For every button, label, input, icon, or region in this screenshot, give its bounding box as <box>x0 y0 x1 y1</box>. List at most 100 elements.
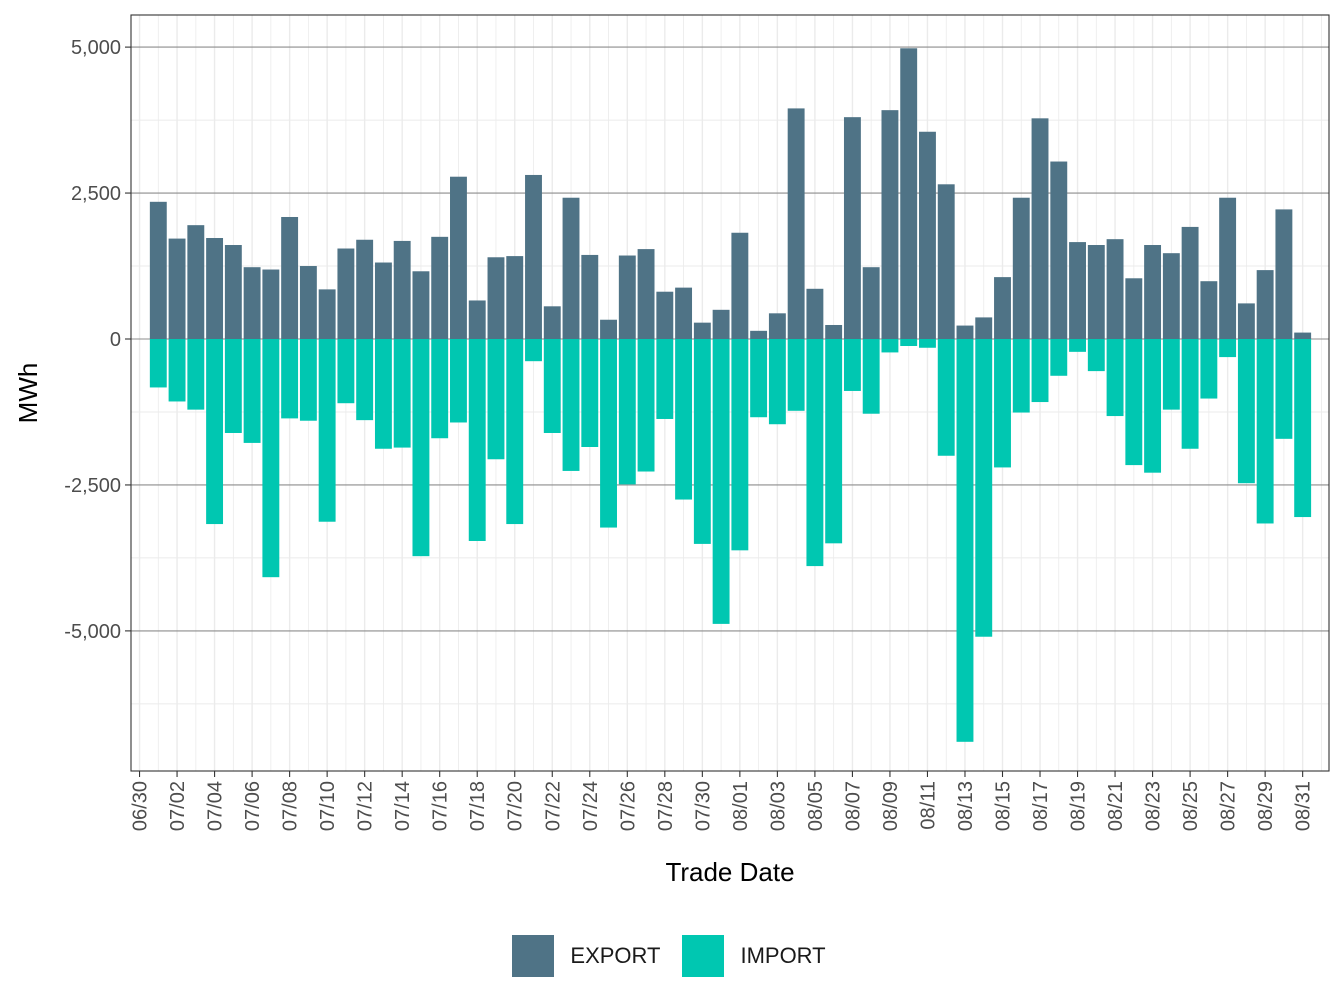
bar-import <box>900 339 918 347</box>
bar-import <box>1012 339 1030 413</box>
bar-import <box>525 339 542 362</box>
bar-import <box>337 339 355 404</box>
bar-export <box>1012 197 1030 339</box>
bar-import <box>862 339 880 414</box>
x-tick-label: 08/21 <box>1105 781 1127 831</box>
x-tick-label: 08/31 <box>1293 781 1315 831</box>
x-tick-label: 08/27 <box>1218 781 1240 831</box>
bar-import <box>487 339 505 460</box>
bar-export <box>243 267 261 339</box>
bar-export <box>1200 281 1218 339</box>
x-tick-label: 07/28 <box>655 781 677 831</box>
bar-import <box>1125 339 1143 466</box>
bar-export <box>693 322 711 339</box>
bar-import <box>149 339 167 388</box>
x-tick-label: 08/23 <box>1143 781 1165 831</box>
bar-import <box>450 339 467 423</box>
bar-import <box>618 339 636 485</box>
y-tick-label: -5,000 <box>64 621 121 643</box>
bar-import <box>206 339 224 525</box>
bar-import <box>562 339 580 471</box>
bar-export <box>1237 303 1255 339</box>
legend: EXPORT IMPORT <box>0 934 1344 978</box>
y-tick-label: 2,500 <box>71 183 121 205</box>
x-tick-label: 07/30 <box>692 781 714 831</box>
bar-export <box>318 289 336 339</box>
bar-export <box>281 216 299 339</box>
bar-import <box>1200 339 1218 399</box>
bar-export <box>337 248 355 339</box>
bar-export <box>450 176 467 339</box>
bar-export <box>262 269 280 339</box>
bar-import <box>1144 339 1162 473</box>
bar-import <box>299 339 317 421</box>
x-tick-label: 06/30 <box>130 781 152 831</box>
bar-import <box>637 339 655 472</box>
bar-import <box>431 339 449 439</box>
bar-export <box>1125 278 1143 339</box>
x-tick-label: 08/07 <box>842 781 864 831</box>
bar-export <box>187 225 205 339</box>
bar-export <box>562 197 580 339</box>
bar-export <box>356 239 374 339</box>
x-tick-label: 07/18 <box>467 781 489 831</box>
x-axis: 06/30 07/02 07/04 07/06 07/08 07/10 07/12 07/14… <box>130 771 1315 831</box>
bar-import <box>750 339 768 418</box>
x-tick-label: 08/19 <box>1068 781 1090 831</box>
bar-import <box>356 339 374 421</box>
x-tick-label: 07/04 <box>205 781 227 831</box>
bar-export <box>468 300 486 339</box>
x-axis-title: Trade Date <box>665 857 794 887</box>
bar-import <box>881 339 899 353</box>
bar-import <box>806 339 824 567</box>
x-tick-label: 07/20 <box>505 781 527 831</box>
x-tick-label: 07/16 <box>430 781 452 831</box>
x-tick-label: 07/12 <box>355 781 377 831</box>
bar-export <box>750 330 768 339</box>
legend-swatch-export <box>512 935 555 977</box>
x-tick-label: 08/17 <box>1030 781 1052 831</box>
bar-export <box>994 277 1011 339</box>
bar-export <box>374 262 392 339</box>
bar-export <box>900 48 918 340</box>
x-tick-label: 08/03 <box>767 781 789 831</box>
bar-export <box>1087 245 1105 339</box>
bar-export <box>919 131 936 339</box>
bar-export <box>1069 242 1086 339</box>
x-tick-label: 07/26 <box>617 781 639 831</box>
bar-import <box>1275 339 1293 439</box>
bar-import <box>937 339 955 456</box>
bar-export <box>412 271 430 339</box>
bar-export <box>843 117 861 339</box>
bar-export <box>806 288 824 339</box>
bar-export <box>768 313 786 339</box>
bar-export <box>1144 245 1162 339</box>
bar-import <box>543 339 561 433</box>
bar-import <box>956 339 974 742</box>
bar-import <box>693 339 711 544</box>
bar-import <box>1237 339 1255 484</box>
bar-export <box>168 238 186 339</box>
x-tick-label: 07/06 <box>242 781 264 831</box>
bar-export <box>656 291 674 339</box>
bar-export <box>937 184 955 339</box>
legend-swatch-import <box>682 935 725 977</box>
bar-import <box>975 339 993 637</box>
x-tick-label: 08/13 <box>955 781 977 831</box>
bar-import <box>994 339 1011 468</box>
y-axis-title: MWh <box>13 363 43 424</box>
x-tick-label: 08/25 <box>1180 781 1202 831</box>
bar-import <box>1219 339 1237 358</box>
y-tick-label: -2,500 <box>64 475 121 497</box>
bar-export <box>600 319 617 339</box>
bar-import <box>675 339 693 500</box>
x-tick-label: 08/05 <box>805 781 827 831</box>
bar-import <box>712 339 730 624</box>
bar-export <box>956 325 974 339</box>
bar-import <box>1181 339 1199 449</box>
bar-export <box>675 287 693 339</box>
bar-export <box>1050 161 1068 339</box>
legend-item-export: EXPORT <box>512 935 666 977</box>
bar-export <box>581 254 599 339</box>
